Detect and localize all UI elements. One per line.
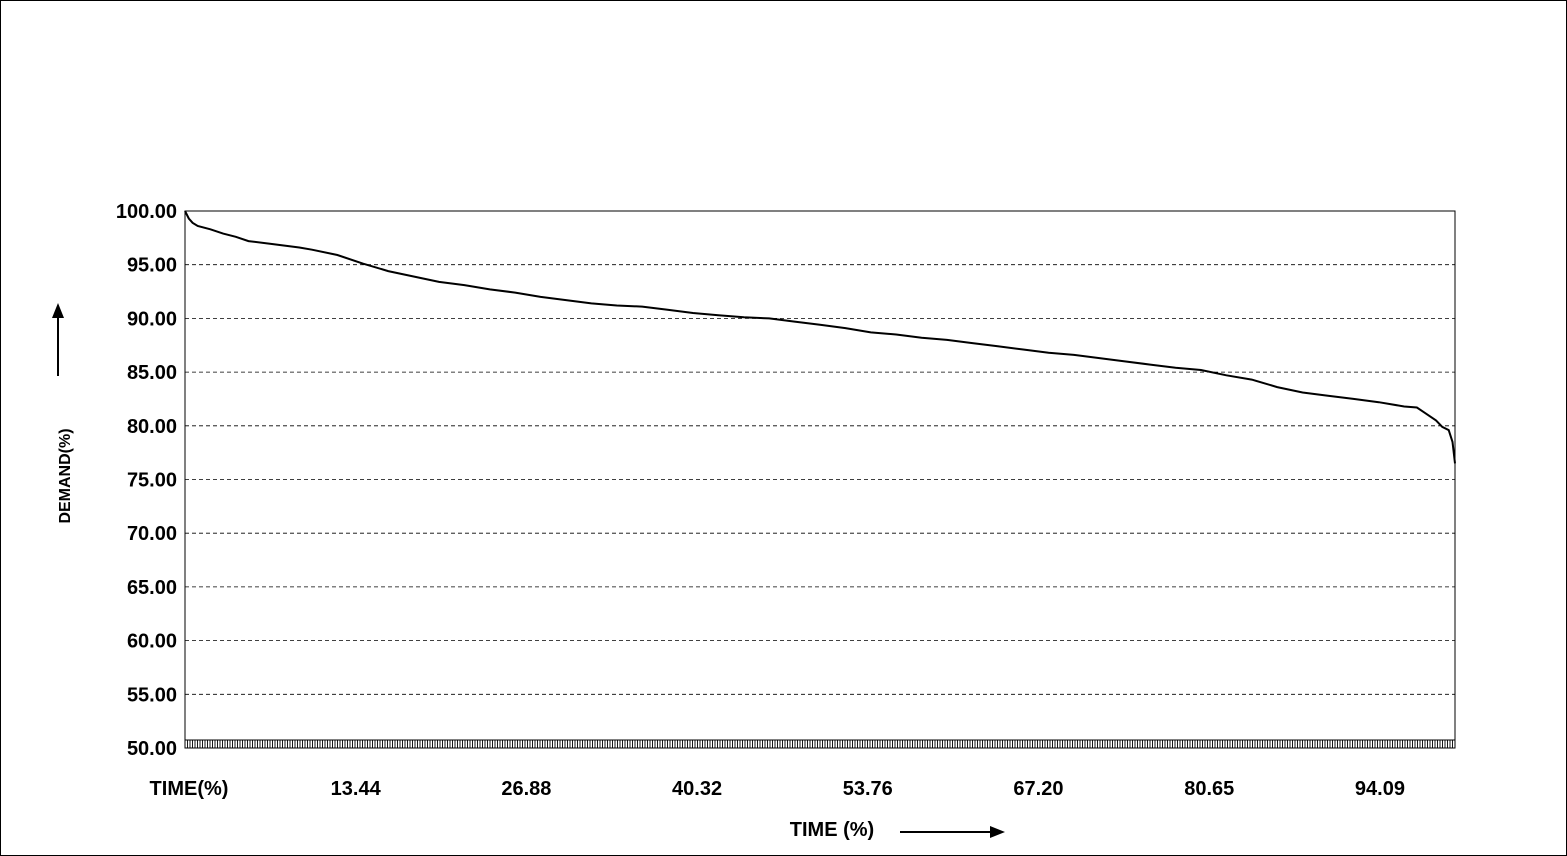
gridlines <box>185 264 1455 695</box>
x-tick-label: TIME(%) <box>150 778 229 800</box>
x-tick-labels: TIME(%) 13.44 26.88 40.32 53.76 67.20 80.65 94.… <box>150 778 1405 800</box>
y-tick-label: 95.00 <box>127 255 177 277</box>
y-tick-label: 65.00 <box>127 577 177 599</box>
x-axis-arrow-icon <box>900 826 1005 838</box>
x-tick-label: 67.20 <box>1013 778 1063 800</box>
y-tick-label: 100.00 <box>116 201 177 223</box>
y-tick-labels: 50.00 55.00 60.00 65.00 70.00 75.00 80.00 85.00… <box>116 201 177 760</box>
y-tick-label: 85.00 <box>127 362 177 384</box>
series-line <box>184 210 1456 464</box>
x-tick-label: 80.65 <box>1184 778 1234 800</box>
y-tick-label: 80.00 <box>127 416 177 438</box>
y-tick-label: 60.00 <box>127 631 177 653</box>
y-axis-title: DEMAND(%) <box>57 428 74 523</box>
y-tick-label: 50.00 <box>127 738 177 760</box>
x-axis-title: TIME (%) <box>790 819 874 841</box>
y-tick-label: 70.00 <box>127 523 177 545</box>
y-tick-label: 55.00 <box>127 684 177 706</box>
x-tick-label: 94.09 <box>1355 778 1405 800</box>
x-axis-minor-ticks <box>184 739 1456 748</box>
y-tick-label: 90.00 <box>127 308 177 330</box>
x-tick-label: 53.76 <box>843 778 893 800</box>
x-tick-label: 13.44 <box>331 778 382 800</box>
minor-tick-band <box>184 740 1456 748</box>
x-tick-label: 26.88 <box>501 778 551 800</box>
y-axis-arrow-icon <box>52 303 64 376</box>
y-tick-label: 75.00 <box>127 470 177 492</box>
x-tick-label: 40.32 <box>672 778 722 800</box>
